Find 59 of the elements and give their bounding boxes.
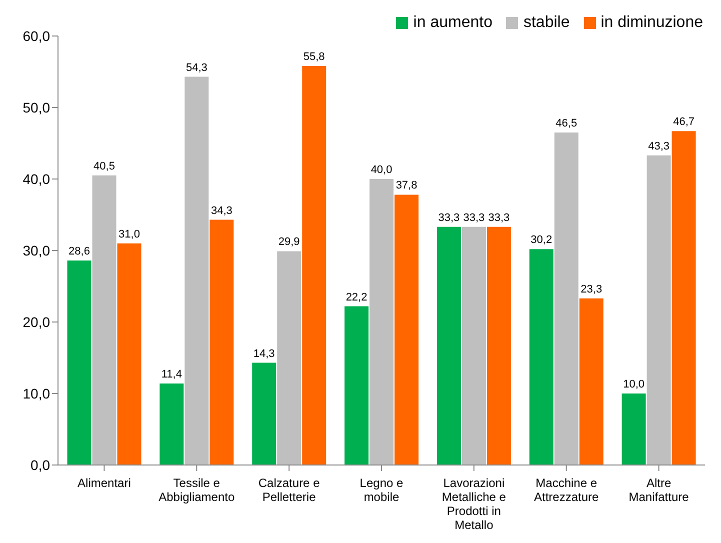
data-label: 31,0 — [118, 228, 140, 240]
data-label: 29,9 — [278, 236, 300, 248]
data-label: 55,8 — [303, 51, 325, 64]
bar — [160, 383, 184, 465]
data-label: 33,3 — [438, 212, 460, 224]
x-tick-label: Legno e mobile — [360, 476, 404, 504]
x-tick-label: Lavorazioni Metalliche e Prodotti in Metallo — [442, 476, 506, 532]
data-label: 43,3 — [648, 140, 670, 152]
data-label: 11,4 — [161, 368, 182, 380]
y-tick-label: 40,0 — [22, 170, 50, 187]
bar — [462, 226, 486, 465]
bar — [344, 306, 369, 465]
bar — [252, 362, 276, 465]
bar — [370, 179, 394, 465]
y-tick-label: 20,0 — [22, 314, 50, 330]
data-label: 37,8 — [396, 180, 418, 192]
bar — [67, 260, 92, 465]
bar — [184, 76, 209, 465]
x-tick-label: Calzature e Pelletterie — [258, 476, 320, 504]
bar — [92, 175, 116, 465]
bar — [622, 394, 646, 465]
data-label: 23,3 — [580, 283, 602, 296]
data-label: 22,2 — [346, 291, 368, 304]
x-tick-label: Tessile e Abbigliamento — [158, 476, 235, 504]
bar — [672, 131, 696, 465]
y-tick-label: 10,0 — [22, 385, 50, 402]
legend-label: in aumento — [412, 14, 492, 32]
data-label: 33,3 — [488, 212, 510, 224]
bar — [436, 226, 461, 465]
legend-label: in diminuzione — [600, 14, 703, 32]
data-label: 14,3 — [253, 348, 275, 360]
x-tick-label: Macchine e Attrezzature — [534, 476, 600, 504]
data-label: 28,6 — [68, 246, 90, 258]
data-label: 34,3 — [210, 204, 232, 217]
bar — [554, 132, 578, 465]
data-label: 30,2 — [530, 234, 552, 246]
x-tick-label: Altre Manifatture — [628, 476, 690, 504]
bar — [394, 194, 419, 465]
bar — [117, 243, 142, 465]
bar — [210, 220, 234, 465]
data-label: 10,0 — [623, 378, 645, 390]
data-label: 46,5 — [556, 118, 578, 130]
bar — [529, 249, 554, 465]
y-tick-label: 30,0 — [22, 242, 50, 258]
x-tick-label: Alimentari — [78, 476, 131, 490]
y-tick-label: 60,0 — [22, 28, 50, 44]
bar — [486, 226, 511, 465]
bar — [302, 66, 326, 465]
data-label: 54,3 — [186, 62, 208, 74]
bar — [277, 251, 302, 465]
y-tick-label: 50,0 — [22, 99, 50, 116]
data-label: 40,0 — [370, 164, 392, 176]
bar — [646, 155, 671, 465]
data-label: 40,5 — [94, 160, 115, 172]
data-label: 46,7 — [673, 116, 695, 128]
y-tick-label: 0,0 — [30, 456, 50, 473]
legend-label: stabile — [522, 14, 570, 32]
data-label: 33,3 — [463, 212, 485, 224]
bar — [579, 298, 604, 465]
